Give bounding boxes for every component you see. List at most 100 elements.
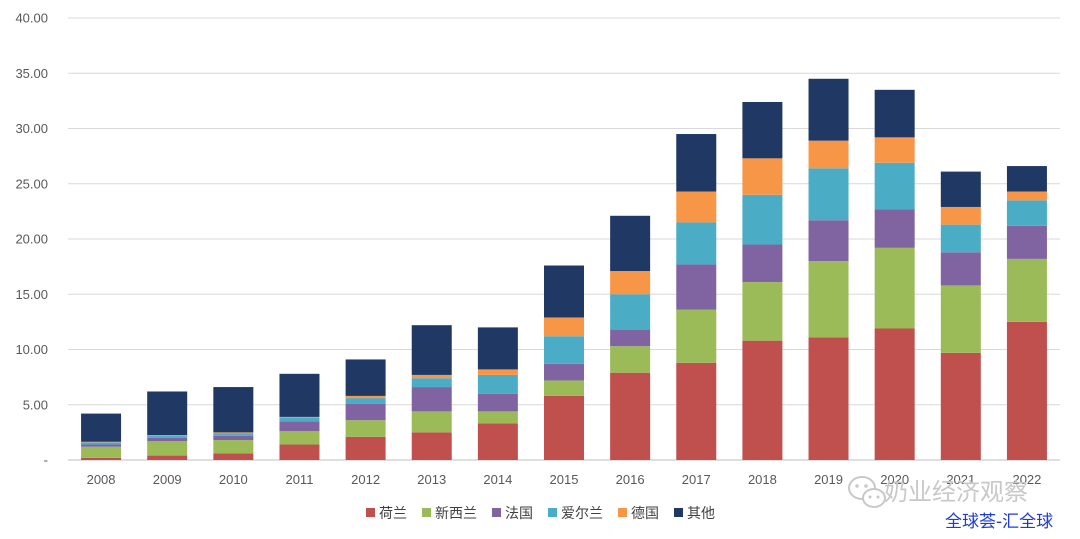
y-tick-label: 40.00 <box>15 11 48 26</box>
bar-segment <box>279 416 320 419</box>
bar-segment <box>808 337 849 460</box>
x-tick-label: 2017 <box>682 472 711 487</box>
bar-segment <box>147 455 188 460</box>
x-tick-label: 2014 <box>483 472 512 487</box>
bar-segment <box>676 264 717 310</box>
bar-segment <box>213 432 254 434</box>
bar-segment <box>279 444 320 460</box>
x-tick-label: 2013 <box>417 472 446 487</box>
bar-segment <box>411 411 452 433</box>
legend-swatch <box>548 508 557 517</box>
wechat-logo-icon <box>848 476 886 508</box>
x-tick-label: 2019 <box>814 472 843 487</box>
bar-segment <box>940 252 981 286</box>
bar-segment <box>610 346 651 373</box>
bar-segment <box>874 162 915 210</box>
bar-segment <box>676 134 717 192</box>
bar-segment <box>940 352 981 460</box>
legend-label: 法国 <box>505 506 533 522</box>
bar-segment <box>213 433 254 436</box>
bar-segment <box>1006 200 1047 226</box>
bar-segment <box>411 378 452 388</box>
bar-segment <box>81 444 122 447</box>
legend-swatch <box>422 508 431 517</box>
legend: 荷兰 新西兰 法国 爱尔兰 德国 其他 <box>366 506 715 522</box>
bar-segment <box>147 437 188 442</box>
bar-segment <box>1006 258 1047 322</box>
bar-segment <box>345 436 386 460</box>
bar-segment <box>676 191 717 223</box>
bar-segment <box>742 101 783 159</box>
bar-segment <box>147 435 188 438</box>
bar-segment <box>742 340 783 460</box>
bar-segment <box>279 431 320 445</box>
bar-segment <box>544 336 584 364</box>
x-tick-label: 2022 <box>1012 472 1041 487</box>
watermark-text: 奶业经济观察 <box>884 478 1028 506</box>
bar-segment <box>411 374 452 379</box>
bar-segment <box>610 329 651 347</box>
x-tick-label: 2016 <box>616 472 645 487</box>
bar-segment <box>808 140 849 169</box>
bar-segment <box>345 359 386 396</box>
bar-segment <box>1006 321 1047 460</box>
bar-segment <box>544 265 584 318</box>
bar-segment <box>213 453 254 460</box>
bar-segment <box>1006 166 1047 192</box>
bar-segment <box>940 224 981 253</box>
y-tick-label: 15.00 <box>15 287 48 302</box>
bar-segment <box>279 421 320 432</box>
x-axis-ticks: 2008 2009 2010 2011 2012 2013 2014 2015 2016 2017… <box>87 472 1042 487</box>
bar-segment <box>808 78 849 141</box>
bar-segment <box>81 446 122 458</box>
y-tick-label: 10.00 <box>15 342 48 357</box>
bar-segment <box>1006 225 1047 259</box>
x-tick-label: 2020 <box>880 472 909 487</box>
bar-segment <box>1006 191 1047 201</box>
x-tick-label: 2018 <box>748 472 777 487</box>
bar-segment <box>411 387 452 412</box>
bar-segment <box>544 380 584 396</box>
bar-segment <box>544 317 584 337</box>
bar-segment <box>147 391 188 436</box>
bar-segment <box>477 374 518 394</box>
bar-segment <box>808 261 849 338</box>
x-tick-label: 2011 <box>285 472 313 487</box>
bar-segment <box>345 398 386 404</box>
y-tick-label: 25.00 <box>15 176 48 191</box>
bar-segment <box>81 413 122 442</box>
bar-segment <box>610 372 651 460</box>
bar-segment <box>279 373 320 417</box>
bar-segment <box>808 220 849 262</box>
legend-swatch <box>492 508 501 517</box>
bar-segment <box>477 411 518 424</box>
x-tick-label: 2015 <box>550 472 579 487</box>
bar-segment <box>147 435 188 436</box>
bar-segment <box>477 423 518 460</box>
bar-segment <box>477 393 518 412</box>
legend-label: 新西兰 <box>435 506 477 522</box>
x-tick-label: 2008 <box>87 472 116 487</box>
y-tick-label: 35.00 <box>15 66 48 81</box>
y-tick-label: - <box>44 453 48 468</box>
y-axis-ticks: - 5.00 10.00 15.00 20.00 25.00 30.00 35.00 40.00 <box>15 11 48 468</box>
legend-label: 爱尔兰 <box>561 506 603 522</box>
bar-segment <box>874 137 915 163</box>
bars <box>81 78 1047 460</box>
bar-segment <box>940 171 981 207</box>
y-tick-label: 30.00 <box>15 121 48 136</box>
bar-segment <box>940 285 981 353</box>
bar-segment <box>610 294 651 330</box>
y-tick-label: 5.00 <box>23 397 48 412</box>
watermark: 奶业经济观察 全球荟-汇全球 <box>848 476 1053 532</box>
bar-segment <box>81 441 122 443</box>
bar-segment <box>345 403 386 421</box>
bar-segment <box>279 418 320 422</box>
bar-segment <box>874 247 915 329</box>
bar-segment <box>808 168 849 221</box>
x-tick-label: 2021 <box>946 472 975 487</box>
bar-segment <box>676 362 717 460</box>
bar-segment <box>742 194 783 245</box>
bar-segment <box>742 244 783 283</box>
legend-swatch <box>674 508 683 517</box>
